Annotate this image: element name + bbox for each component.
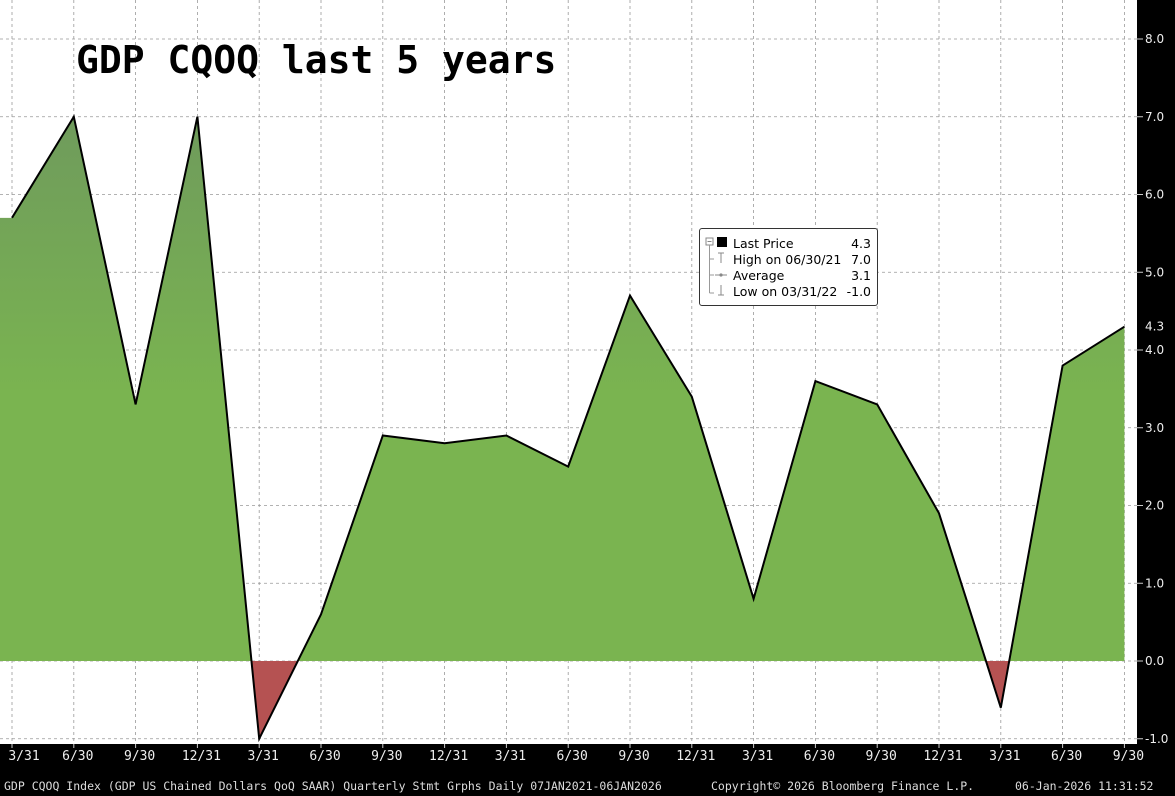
y-tick-label: 3.0 (1145, 421, 1164, 435)
footer-timestamp: 06-Jan-2026 11:31:52 (1015, 779, 1154, 793)
series-line (11, 114, 1125, 743)
y-tick-label: 2.0 (1145, 499, 1164, 513)
x-tick-label: 9/30 (618, 749, 649, 764)
y-tick-label: 7.0 (1145, 110, 1164, 124)
legend-value: 7.0 (851, 252, 871, 267)
y-tick-label: 1.0 (1145, 576, 1164, 590)
y-tick-label: -1.0 (1145, 732, 1168, 746)
legend-value: 3.1 (851, 268, 871, 283)
legend-value: 4.3 (851, 236, 871, 251)
x-tick-label: 3/31 (8, 749, 39, 764)
positive-area (0, 116, 1125, 661)
x-tick-label: 12/31 (429, 749, 468, 764)
negative-area (0, 661, 1125, 739)
x-tick-label: 12/31 (923, 749, 962, 764)
footer-description: GDP CQOQ Index (GDP US Chained Dollars Q… (4, 779, 662, 793)
y-tick-label: 5.0 (1145, 265, 1164, 279)
legend-label: High on 06/30/21 (733, 252, 842, 267)
chart-title: GDP CQOQ last 5 years (76, 38, 557, 82)
x-tick-label: 6/30 (62, 749, 93, 764)
x-tick-label: 9/30 (124, 749, 155, 764)
x-tick-label: 3/31 (495, 749, 526, 764)
legend-item-low: Low on 03/31/22 -1.0 (733, 284, 871, 299)
y-tick-label: 8.0 (1145, 32, 1164, 46)
y-tick-label: 6.0 (1145, 188, 1164, 202)
x-tick-label: 3/31 (742, 749, 773, 764)
legend-item-high: High on 06/30/21 7.0 (733, 252, 871, 267)
footer-copyright: Copyright© 2026 Bloomberg Finance L.P. (711, 779, 975, 793)
x-tick-label: 12/31 (676, 749, 715, 764)
y-tick-label: 4.0 (1145, 343, 1164, 357)
y-tick-label: 0.0 (1145, 654, 1164, 668)
legend-item-average: Average 3.1 (733, 268, 871, 283)
x-tick-label: 6/30 (1051, 749, 1082, 764)
x-tick-label: 9/30 (371, 749, 402, 764)
x-tick-label: 6/30 (309, 749, 340, 764)
x-tick-label: 9/30 (866, 749, 897, 764)
legend-label: Last Price (733, 236, 794, 251)
x-tick-label: 6/30 (804, 749, 835, 764)
x-tick-label: 12/31 (182, 749, 221, 764)
x-tick-label: 9/30 (1113, 749, 1144, 764)
x-tick-label: 3/31 (248, 749, 279, 764)
last-value-label: 4.3 (1145, 320, 1164, 334)
legend-item-last-price: Last Price 4.3 (733, 236, 871, 251)
legend-label: Low on 03/31/22 (733, 284, 838, 299)
legend: Last Price 4.3 High on 06/30/21 7.0 Averag… (699, 228, 878, 306)
legend-label: Average (733, 268, 785, 283)
legend-value: -1.0 (846, 284, 871, 299)
x-tick-label: 6/30 (557, 749, 588, 764)
legend-tree-icon (705, 237, 727, 296)
x-tick-label: 3/31 (989, 749, 1020, 764)
